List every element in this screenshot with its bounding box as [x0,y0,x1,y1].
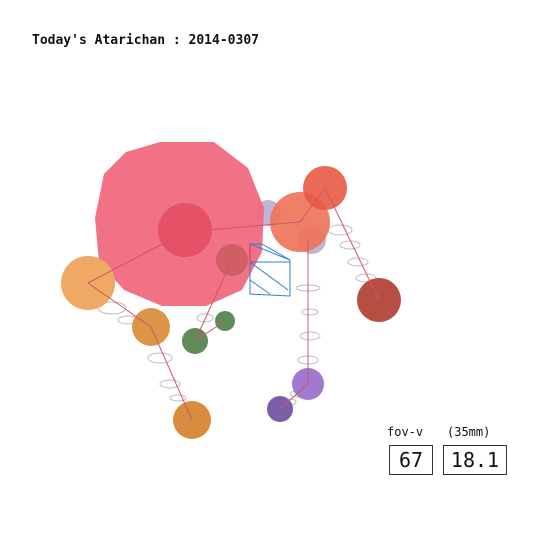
fov-value-box[interactable]: 67 [389,445,433,475]
skeleton-bones [87,187,380,421]
fov-label: fov-v [387,425,424,439]
head-inner-sphere[interactable] [158,203,212,257]
lens-label: (35mm) [447,425,491,439]
page-title: Today's Atarichan : 2014-0307 [32,33,259,48]
lens-value-box[interactable]: 18.1 [443,445,507,475]
